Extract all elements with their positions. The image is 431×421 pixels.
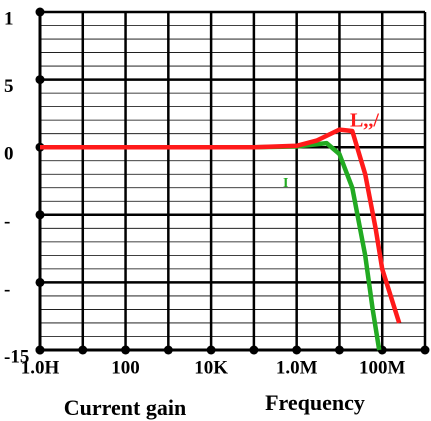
y-axis-label: Current gain <box>64 395 186 420</box>
x-tick-label: 100M <box>359 357 406 378</box>
series-line <box>40 127 402 324</box>
x-axis-label: Frequency <box>265 390 365 415</box>
y-tick-label: 0 <box>4 144 14 165</box>
y-tick-label: - <box>4 279 10 300</box>
y-tick-label: -15 <box>4 346 29 367</box>
y-tick-label: - <box>4 211 10 232</box>
series-label: L,,/ <box>350 110 379 132</box>
y-tick-label: 1 <box>4 8 14 29</box>
series-label: I <box>283 176 288 191</box>
x-tick-label: 1.0H <box>21 357 60 378</box>
x-tick-label: 10K <box>194 357 228 378</box>
y-tick-label: 5 <box>4 76 14 97</box>
x-tick-label: 100 <box>111 357 140 378</box>
x-tick-label: 1.0M <box>276 357 318 378</box>
